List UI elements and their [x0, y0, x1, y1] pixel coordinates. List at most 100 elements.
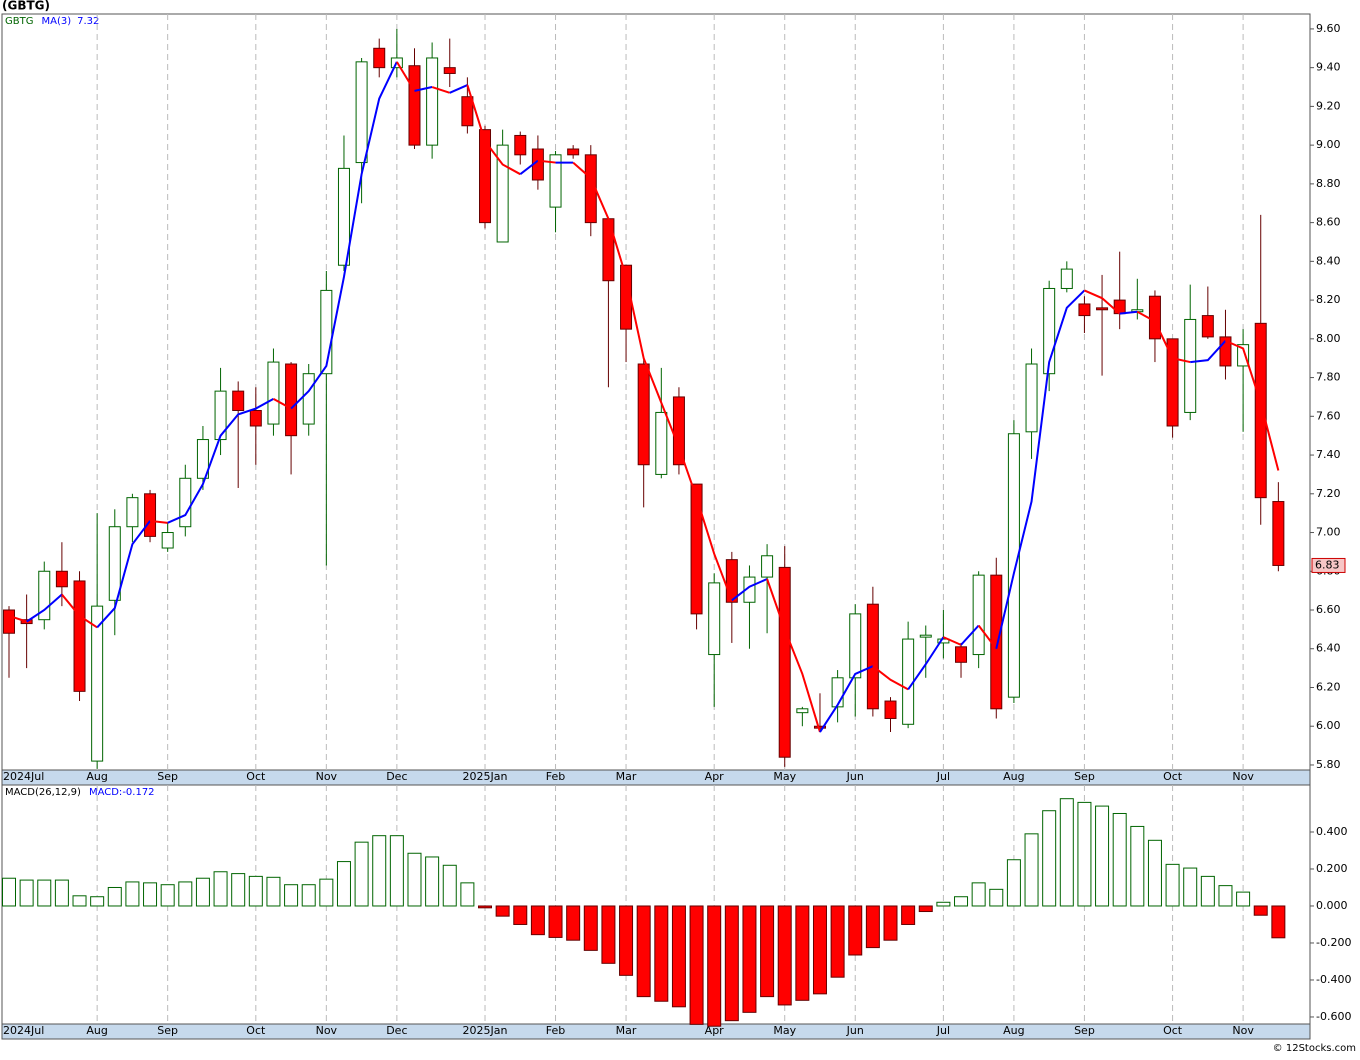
x-tick-label: Mar — [616, 1024, 637, 1037]
candle-body — [249, 409, 262, 427]
candle-body — [549, 154, 562, 208]
candle-body — [725, 559, 738, 603]
macd-bar — [389, 835, 404, 907]
x-tick-label: Nov — [316, 1024, 338, 1037]
x-tick-label: Sep — [1074, 770, 1095, 783]
ma-line — [1225, 339, 1280, 471]
ma-line — [61, 593, 98, 629]
candle-body — [479, 129, 492, 224]
legend: GBTG MA(3) 7.32 — [5, 16, 99, 27]
candle-body — [426, 57, 439, 146]
y-tick-label: -0.600 — [1316, 1010, 1351, 1023]
candle-body — [919, 634, 932, 638]
candle-body — [567, 148, 580, 156]
ma-line — [766, 578, 821, 733]
ma-line — [907, 636, 945, 690]
candle-body — [126, 497, 139, 528]
price-tag-label: 6.83 — [1315, 558, 1340, 571]
x-axis-strip — [1, 769, 1311, 786]
macd-bar — [336, 861, 351, 907]
candle-body — [337, 167, 350, 266]
y-tick-label: 9.00 — [1316, 138, 1341, 151]
ma-line — [466, 84, 521, 176]
macd-bar — [865, 905, 880, 949]
x-tick-label: Aug — [86, 770, 107, 783]
macd-bar — [901, 905, 916, 925]
candle-body — [708, 582, 721, 656]
macd-bar — [1042, 810, 1057, 907]
macd-bar — [1130, 825, 1145, 907]
candle-body — [849, 613, 862, 679]
ma-line — [431, 86, 451, 94]
ma-line — [149, 519, 168, 524]
macd-bar — [1271, 905, 1286, 939]
macd-bar — [830, 905, 845, 978]
macd-bar — [848, 905, 863, 956]
macd-bar — [530, 905, 545, 936]
macd-bar — [1165, 863, 1180, 907]
macd-bar — [495, 905, 510, 917]
candle-body — [144, 493, 157, 537]
candle-body — [232, 390, 245, 411]
macd-bar — [478, 905, 493, 909]
candle-body — [637, 363, 650, 466]
x-tick-label: Jul — [936, 770, 950, 783]
macd-bar — [90, 896, 105, 907]
y-tick-label: 8.80 — [1316, 177, 1341, 190]
macd-bar — [266, 876, 281, 907]
credit: © 12Stocks.com — [1273, 1043, 1356, 1054]
macd-bar — [425, 856, 440, 907]
candle-body — [1184, 318, 1197, 413]
y-tick-label: 0.400 — [1316, 825, 1348, 838]
macd-bar — [760, 905, 775, 998]
candle-body — [831, 677, 844, 708]
macd-bar — [372, 835, 387, 907]
candle-body — [902, 638, 915, 725]
candle-body — [620, 264, 633, 330]
ma-line — [8, 614, 27, 623]
x-tick-label: May — [773, 770, 796, 783]
legend-ma: MA(3) — [41, 16, 71, 27]
candle-body — [461, 96, 474, 127]
macd-bar — [918, 905, 933, 913]
x-tick-label: Nov — [1232, 770, 1254, 783]
macd-bar — [125, 881, 140, 907]
macd-bar — [1218, 885, 1233, 907]
chart-title: (GBTG) — [2, 0, 50, 13]
y-tick-label: 0.000 — [1316, 899, 1348, 912]
x-tick-label: Feb — [546, 1024, 565, 1037]
ma-line — [819, 665, 874, 733]
ma-line — [26, 593, 63, 623]
macd-bar — [513, 905, 528, 925]
candle-body — [1219, 336, 1232, 367]
macd-bar — [1183, 867, 1198, 907]
x-tick-label: Jul — [936, 1024, 950, 1037]
y-tick-label: 8.00 — [1316, 332, 1341, 345]
y-tick-label: 6.40 — [1316, 642, 1341, 655]
x-axis-strip — [1, 1023, 1311, 1040]
macd-bar — [1253, 905, 1268, 916]
x-tick-label: Oct — [246, 770, 266, 783]
candle-body — [1166, 338, 1179, 427]
x-tick-label: Aug — [1003, 1024, 1024, 1037]
candle-body — [1272, 501, 1285, 566]
y-tick-label: 9.40 — [1316, 61, 1341, 74]
candle-body — [1254, 322, 1267, 499]
ma-line — [167, 397, 274, 524]
x-tick-label: 2025Jan — [463, 1024, 508, 1037]
macd-bar — [54, 879, 69, 907]
legend: MACD(26,12,9) MACD:-0.172 — [5, 787, 155, 798]
macd-bar — [954, 896, 969, 907]
candle-body — [1043, 287, 1056, 375]
x-tick-label: Sep — [1074, 1024, 1095, 1037]
macd-bar — [143, 882, 158, 907]
macd-bar — [442, 864, 457, 907]
macd-bar — [1059, 798, 1074, 907]
macd-bar — [548, 905, 563, 938]
candle-body — [55, 570, 68, 588]
candle-body — [3, 609, 15, 634]
macd-bar — [566, 905, 581, 941]
candle-body — [990, 574, 1003, 710]
macd-bar — [883, 905, 898, 941]
